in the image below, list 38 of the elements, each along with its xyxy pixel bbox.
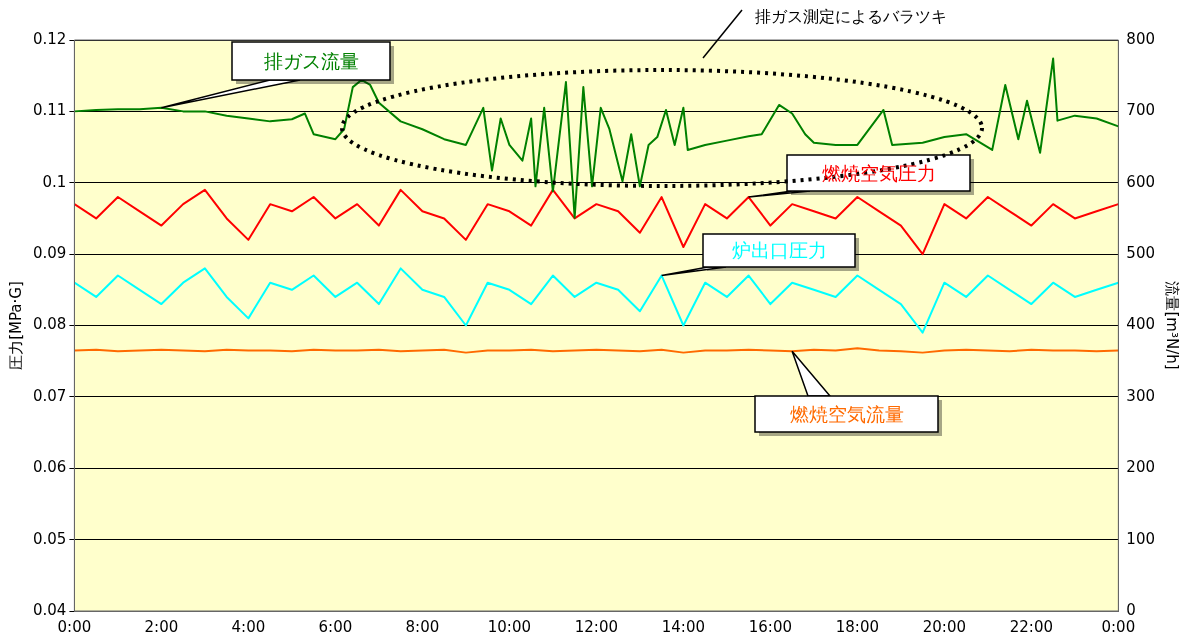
y-tick-label: 0.07 xyxy=(32,386,67,405)
x-tick-label: 0:00 xyxy=(1101,617,1136,636)
x-tick-label: 2:00 xyxy=(144,617,179,636)
y-tick-label: 0.06 xyxy=(32,458,67,477)
x-tick-label: 16:00 xyxy=(748,617,792,636)
y-tick-label: 0.1 xyxy=(42,172,67,191)
y-tick-label: 0.12 xyxy=(32,29,67,48)
y2-tick-label: 100 xyxy=(1126,529,1156,548)
y2-tick-label: 300 xyxy=(1126,386,1156,405)
series-label: 燃焼空気圧力 xyxy=(787,155,970,191)
x-tick-label: 8:00 xyxy=(405,617,440,636)
text: 燃焼空気流量 xyxy=(755,396,938,432)
y-axis-title: 圧力[MPa·G] xyxy=(6,281,25,370)
series-label: 炉出口圧力 xyxy=(703,234,855,267)
y2-tick-label: 500 xyxy=(1126,244,1156,263)
y2-axis-title: 流量[m³N/h] xyxy=(1163,281,1182,370)
x-tick-label: 20:00 xyxy=(922,617,966,636)
y-tick-label: 0.11 xyxy=(32,101,67,120)
x-tick-label: 0:00 xyxy=(57,617,92,636)
y2-tick-label: 200 xyxy=(1126,458,1156,477)
y-tick-label: 0.04 xyxy=(32,600,67,619)
y2-tick-label: 0 xyxy=(1126,600,1136,619)
series-label: 排ガス流量 xyxy=(232,42,390,80)
y-tick-label: 0.05 xyxy=(32,529,67,548)
y2-tick-label: 400 xyxy=(1126,315,1156,334)
x-tick-label: 12:00 xyxy=(574,617,618,636)
y2-tick-label: 600 xyxy=(1126,172,1156,191)
x-tick-label: 14:00 xyxy=(661,617,705,636)
y2-tick-label: 800 xyxy=(1126,29,1156,48)
x-tick-label: 6:00 xyxy=(318,617,353,636)
x-tick-label: 18:00 xyxy=(835,617,879,636)
y-tick-label: 0.08 xyxy=(32,315,67,334)
y-tick-label: 0.09 xyxy=(32,244,67,263)
y2-tick-label: 700 xyxy=(1126,101,1156,120)
text: 排ガス測定によるバラツキ xyxy=(755,7,947,27)
x-tick-label: 10:00 xyxy=(487,617,531,636)
x-tick-label: 4:00 xyxy=(231,617,266,636)
x-tick-label: 22:00 xyxy=(1009,617,1053,636)
